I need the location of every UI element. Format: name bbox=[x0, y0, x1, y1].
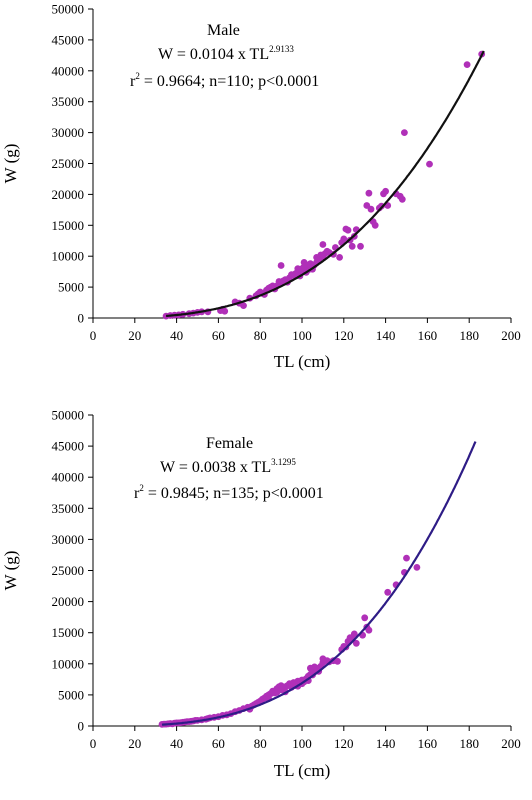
x-tick-label: 160 bbox=[418, 328, 438, 343]
y-tick-label: 5000 bbox=[58, 687, 84, 702]
data-point bbox=[357, 242, 364, 250]
y-tick-label: 45000 bbox=[52, 32, 85, 47]
y-tick-label: 0 bbox=[78, 311, 85, 326]
y-tick-label: 10000 bbox=[52, 249, 85, 264]
x-tick-label: 20 bbox=[128, 328, 141, 343]
x-tick-label: 180 bbox=[459, 328, 479, 343]
x-tick-label: 40 bbox=[170, 328, 183, 343]
y-tick-label: 40000 bbox=[52, 63, 85, 78]
x-axis-title: TL (cm) bbox=[274, 761, 330, 780]
y-tick-label: 35000 bbox=[52, 501, 85, 516]
y-tick-label: 0 bbox=[78, 719, 85, 734]
y-tick-label: 10000 bbox=[52, 656, 85, 671]
x-tick-label: 80 bbox=[254, 736, 267, 751]
data-point bbox=[403, 554, 410, 562]
data-point bbox=[277, 262, 285, 269]
y-tick-label: 25000 bbox=[52, 563, 85, 578]
x-tick-label: 200 bbox=[501, 328, 521, 343]
x-axis-title: TL (cm) bbox=[274, 352, 330, 371]
data-point bbox=[344, 226, 352, 234]
stats-text: r2 = 0.9664; n=110; p<0.0001 bbox=[130, 71, 319, 90]
x-tick-label: 80 bbox=[254, 328, 267, 343]
y-tick-label: 15000 bbox=[52, 625, 85, 640]
data-point bbox=[221, 307, 229, 315]
fit-curve bbox=[161, 441, 477, 726]
x-tick-label: 40 bbox=[170, 736, 183, 751]
data-point bbox=[426, 160, 433, 168]
x-tick-label: 200 bbox=[501, 736, 521, 751]
data-point bbox=[336, 254, 343, 261]
x-tick-label: 0 bbox=[90, 736, 97, 751]
annotation-title: Female bbox=[206, 435, 253, 452]
data-point bbox=[334, 657, 341, 665]
y-tick-label: 20000 bbox=[52, 187, 85, 202]
data-point bbox=[240, 302, 247, 309]
fit-curve bbox=[166, 50, 485, 318]
x-tick-label: 60 bbox=[212, 736, 225, 751]
y-axis-title: W (g) bbox=[1, 551, 20, 591]
data-point bbox=[319, 241, 327, 248]
x-tick-label: 140 bbox=[376, 736, 396, 751]
female-panel: 0 20 40 60 80 100 120 140 160 180 200 0 5000 10000 150… bbox=[1, 408, 521, 781]
x-tick-label: 120 bbox=[334, 736, 354, 751]
x-tick-label: 180 bbox=[459, 736, 479, 751]
y-tick-label: 15000 bbox=[52, 218, 85, 233]
data-point bbox=[384, 588, 392, 596]
x-tick-label: 160 bbox=[418, 736, 438, 751]
x-tick-label: 60 bbox=[212, 328, 225, 343]
data-point bbox=[401, 129, 408, 137]
data-point bbox=[348, 242, 356, 250]
male-panel: 0 20 40 60 80 100 120 140 160 180 200 0 5000 10000 150… bbox=[1, 2, 521, 372]
x-tick-label: 20 bbox=[128, 736, 141, 751]
data-point bbox=[398, 195, 406, 203]
data-point bbox=[350, 630, 358, 638]
data-point bbox=[367, 205, 375, 213]
data-point bbox=[463, 61, 471, 68]
y-tick-label: 30000 bbox=[52, 125, 85, 140]
y-axis-title: W (g) bbox=[1, 144, 20, 184]
x-tick-label: 100 bbox=[292, 736, 312, 751]
data-point bbox=[371, 221, 379, 229]
data-point bbox=[361, 614, 369, 622]
male-annotation: Male W = 0.0104 x TL2.9133 r2 = 0.9664; … bbox=[130, 22, 319, 90]
data-point bbox=[382, 187, 389, 195]
y-tick-label: 30000 bbox=[52, 532, 85, 547]
equation-text: W = 0.0104 x TL2.9133 bbox=[158, 44, 294, 63]
annotation-title: Male bbox=[207, 22, 240, 39]
y-tick-label: 20000 bbox=[52, 594, 85, 609]
data-point bbox=[352, 639, 360, 647]
y-tick-label: 45000 bbox=[52, 439, 85, 454]
data-point bbox=[413, 564, 421, 571]
x-tick-label: 120 bbox=[334, 328, 354, 343]
x-tick-label: 140 bbox=[376, 328, 396, 343]
y-tick-label: 35000 bbox=[52, 94, 85, 109]
equation-text: W = 0.0038 x TL3.1295 bbox=[160, 457, 296, 476]
data-point bbox=[365, 626, 373, 634]
stats-text: r2 = 0.9845; n=135; p<0.0001 bbox=[134, 483, 324, 502]
y-tick-label: 50000 bbox=[52, 408, 85, 423]
data-point bbox=[340, 235, 348, 243]
y-tick-label: 5000 bbox=[58, 280, 84, 295]
y-tick-label: 40000 bbox=[52, 470, 85, 485]
x-tick-label: 0 bbox=[90, 328, 97, 343]
y-tick-label: 50000 bbox=[52, 2, 85, 17]
female-annotation: Female W = 0.0038 x TL3.1295 r2 = 0.9845… bbox=[134, 435, 324, 502]
y-tick-label: 25000 bbox=[52, 156, 85, 171]
data-point bbox=[365, 189, 373, 197]
x-tick-label: 100 bbox=[292, 328, 312, 343]
